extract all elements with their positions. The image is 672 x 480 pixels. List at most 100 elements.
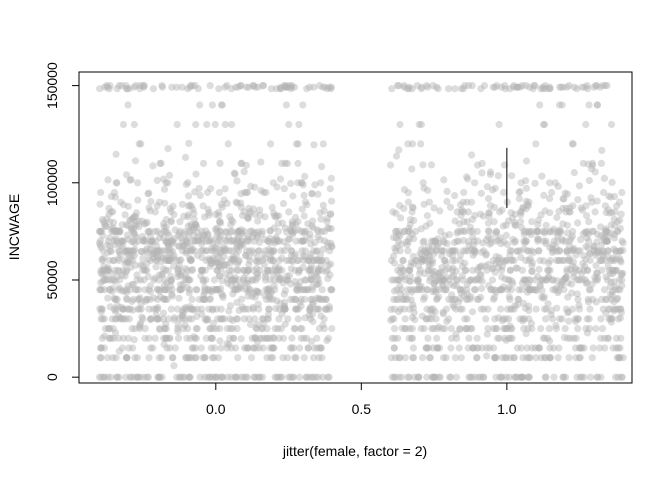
scatter-point <box>390 295 398 303</box>
scatter-point <box>498 262 506 271</box>
scatter-point <box>541 227 549 235</box>
scatter-point <box>165 286 173 294</box>
scatter-point <box>97 305 106 313</box>
scatter-point <box>590 227 598 235</box>
scatter-point <box>559 276 567 284</box>
scatter-point <box>258 325 267 333</box>
scatter-point <box>433 295 441 303</box>
scatter-point <box>253 231 262 239</box>
scatter-point <box>427 315 436 323</box>
scatter-point <box>490 218 498 226</box>
scatter-point <box>440 257 449 265</box>
scatter-point <box>267 252 275 260</box>
scatter-point <box>123 354 131 362</box>
scatter-point <box>205 208 213 217</box>
scatter-point <box>327 225 335 233</box>
scatter-point <box>597 232 605 240</box>
scatter-point <box>170 262 178 270</box>
scatter-point <box>149 85 157 93</box>
scatter-point <box>179 243 187 251</box>
scatter-point <box>314 266 322 274</box>
scatter-point <box>231 276 239 284</box>
scatter-point <box>390 305 398 313</box>
scatter-point <box>578 373 586 381</box>
scatter-point <box>387 256 395 265</box>
scatter-point <box>528 227 536 235</box>
scatter-point <box>171 314 179 322</box>
scatter-point <box>229 334 238 342</box>
scatter-point <box>314 373 322 381</box>
scatter-point <box>525 228 533 236</box>
scatter-point <box>206 287 214 295</box>
scatter-point <box>438 325 446 333</box>
scatter-point <box>583 315 591 323</box>
scatter-point <box>238 229 246 237</box>
scatter-point <box>207 334 215 342</box>
scatter-point <box>119 305 127 313</box>
scatter-point <box>402 325 410 333</box>
scatter-point <box>584 266 592 274</box>
scatter-point <box>489 325 497 333</box>
scatter-point <box>283 159 291 167</box>
scatter-point <box>159 265 167 273</box>
scatter-point <box>202 237 210 245</box>
scatter-point <box>113 373 121 381</box>
scatter-point <box>168 83 176 91</box>
scatter-point <box>614 373 622 381</box>
scatter-point <box>227 221 235 229</box>
scatter-point <box>496 373 504 381</box>
scatter-point <box>184 276 192 284</box>
scatter-point <box>592 262 600 270</box>
scatter-point <box>202 247 210 255</box>
scatter-point <box>163 238 171 246</box>
scatter-point <box>123 258 131 266</box>
scatter-point <box>612 248 620 256</box>
scatter-point <box>184 85 192 93</box>
scatter-point <box>152 263 160 271</box>
scatter-point <box>191 237 199 245</box>
scatter-point <box>539 120 548 129</box>
scatter-point <box>407 296 415 304</box>
scatter-point <box>299 237 307 245</box>
scatter-point <box>523 288 532 296</box>
scatter-point <box>285 82 294 90</box>
scatter-point <box>178 268 186 276</box>
scatter-point <box>505 373 513 381</box>
scatter-point <box>467 293 475 301</box>
scatter-point <box>238 295 246 303</box>
scatter-point <box>607 278 615 286</box>
scatter-point <box>206 373 214 381</box>
scatter-point <box>260 320 268 328</box>
scatter-point <box>96 354 104 362</box>
scatter-point <box>427 247 435 255</box>
scatter-point <box>443 197 451 206</box>
scatter-point <box>503 305 512 313</box>
scatter-point <box>181 321 189 329</box>
scatter-point <box>218 101 226 109</box>
scatter-point <box>410 235 418 243</box>
scatter-point <box>464 247 472 255</box>
scatter-point <box>616 314 625 322</box>
scatter-point <box>561 325 569 333</box>
scatter-point <box>179 325 187 333</box>
scatter-point <box>409 304 417 312</box>
scatter-point <box>600 248 608 256</box>
scatter-point <box>307 276 315 284</box>
scatter-point <box>276 85 284 93</box>
scatter-point <box>281 305 289 313</box>
scatter-point <box>190 237 198 245</box>
scatter-point <box>129 237 137 245</box>
scatter-point <box>537 276 545 284</box>
scatter-point <box>406 286 415 294</box>
scatter-point <box>439 310 447 318</box>
scatter-point <box>267 287 275 295</box>
scatter-point <box>520 245 528 253</box>
scatter-point <box>148 250 156 258</box>
scatter-point <box>313 280 321 288</box>
scatter-point <box>315 279 323 287</box>
scatter-point <box>535 216 543 224</box>
scatter-point <box>314 275 322 283</box>
scatter-point <box>454 227 462 235</box>
scatter-point <box>285 256 293 265</box>
